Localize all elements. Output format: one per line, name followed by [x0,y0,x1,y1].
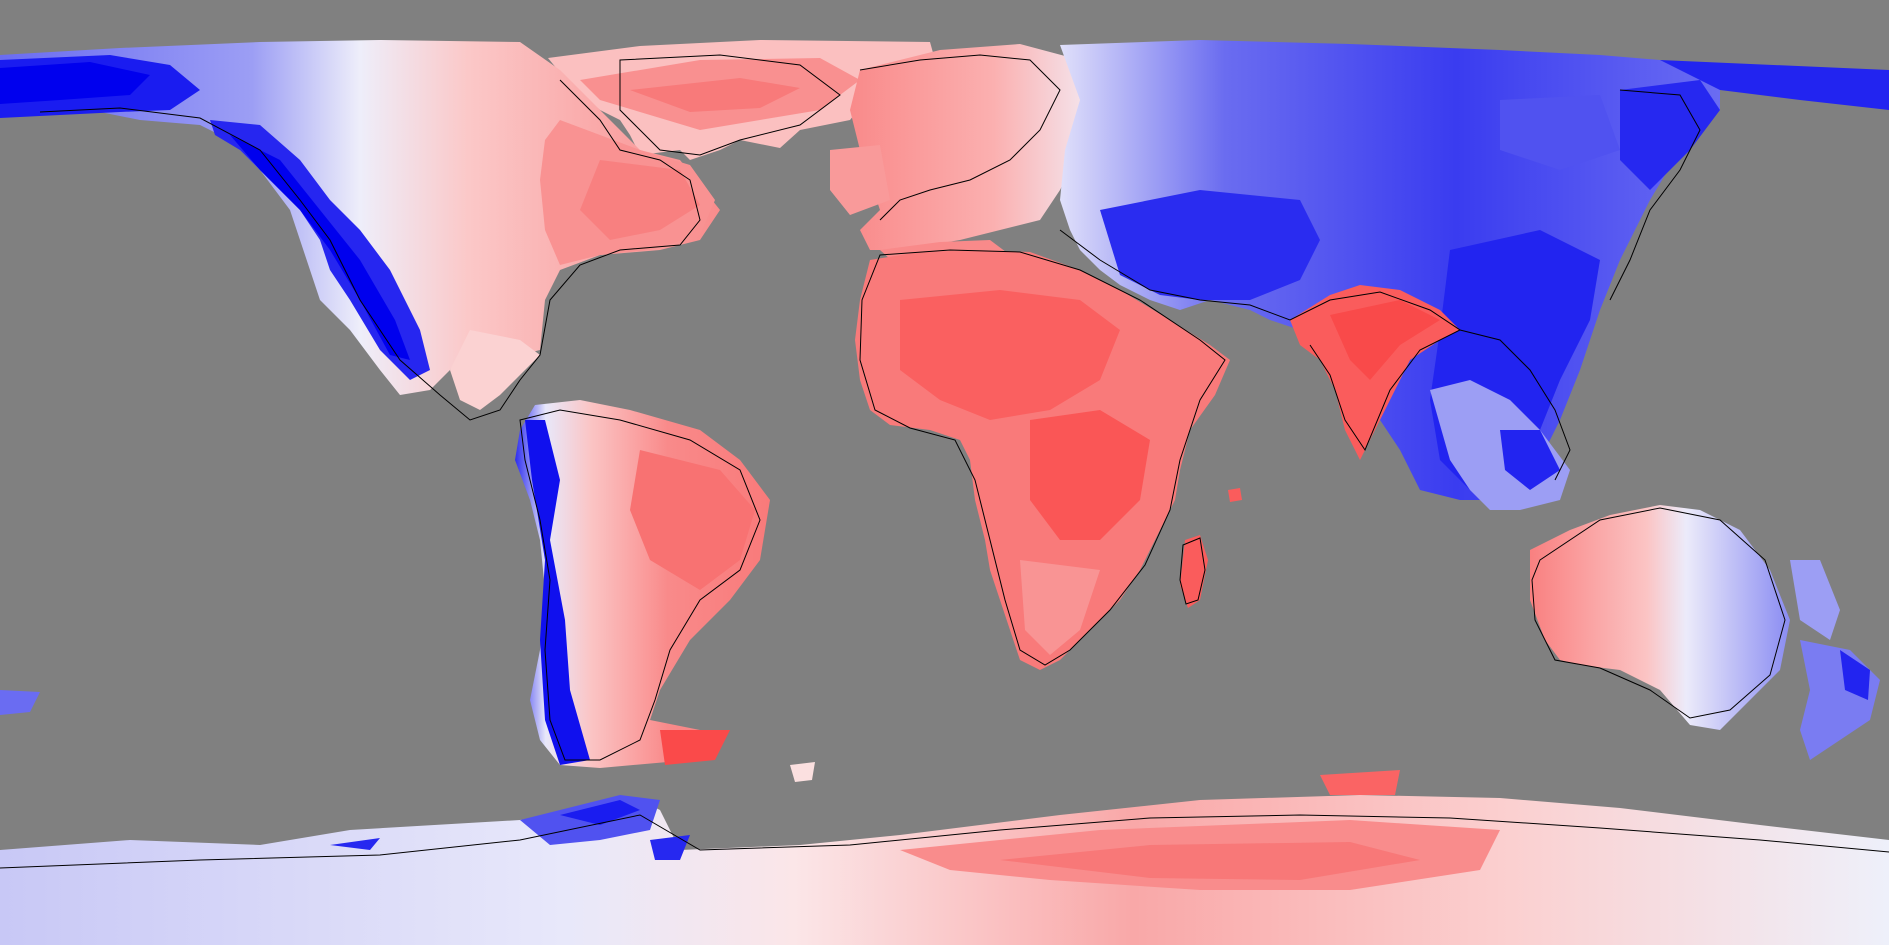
region-asia [1060,40,1889,500]
region-africa [855,250,1230,670]
region-south-america [515,400,770,768]
region-madagascar [1180,535,1208,608]
region-greenland [548,40,935,160]
island-kerguelen [1320,770,1400,795]
region-antarctica [0,795,1889,945]
region-north-america [0,40,720,395]
region-central-america [450,330,540,410]
island-pacific-left-blue [0,690,40,715]
region-southeast-asia [1430,380,1570,510]
coastlines [0,54,1889,869]
region-australia [1530,505,1880,760]
region-europe [830,44,1090,270]
island-red-small [1228,488,1242,502]
island-south-georgia [790,762,815,782]
region-india [1290,285,1460,460]
